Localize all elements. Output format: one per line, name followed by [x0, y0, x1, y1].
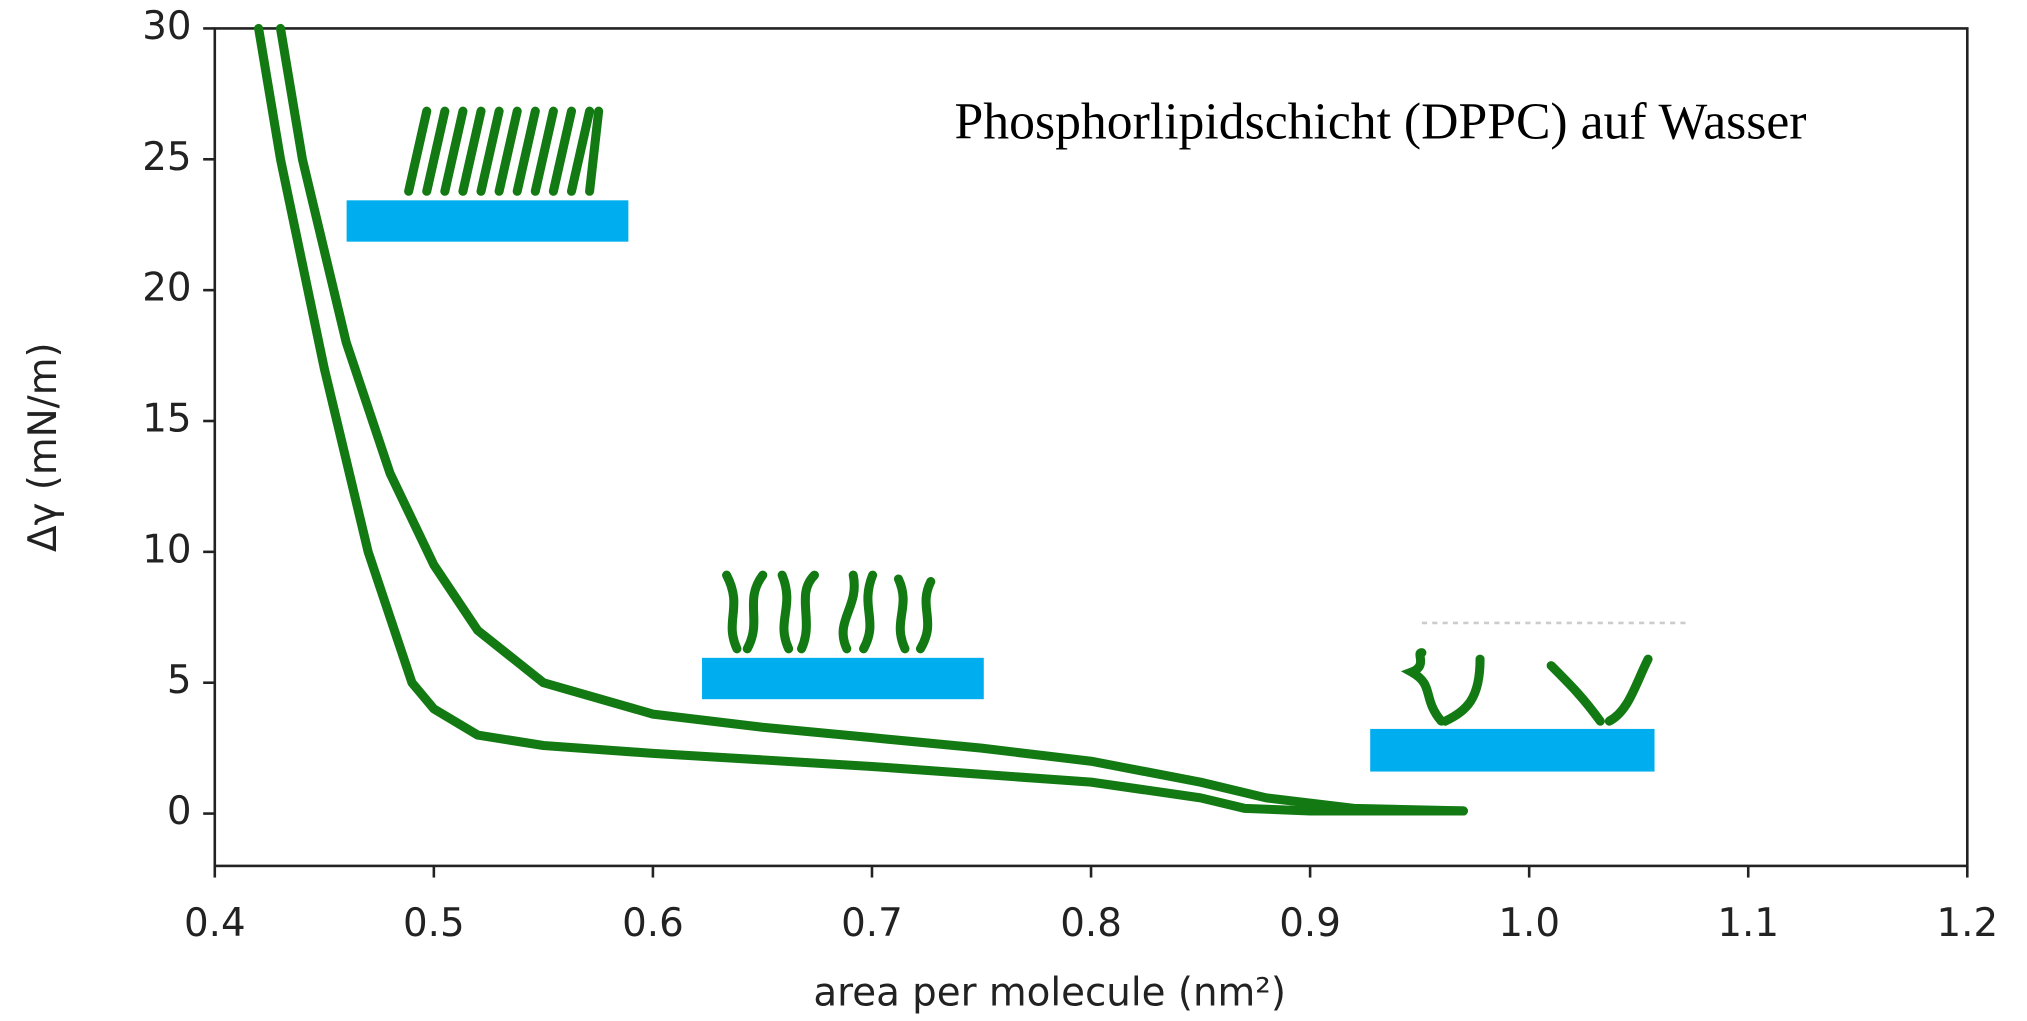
x-tick-label: 0.7 — [841, 901, 903, 946]
y-tick-label: 5 — [167, 658, 192, 703]
x-tick-label: 0.5 — [403, 901, 465, 946]
x-tick-label: 0.4 — [184, 901, 246, 946]
x-tick-label: 1.1 — [1717, 901, 1779, 946]
x-tick-label: 0.9 — [1279, 901, 1341, 946]
y-tick-label: 20 — [142, 266, 191, 311]
y-tick-label: 0 — [167, 789, 192, 834]
x-tick-label: 0.6 — [622, 901, 684, 946]
isotherm-line — [275, 23, 1468, 816]
y-tick-label: 30 — [142, 4, 191, 49]
x-tick-label: 1.0 — [1498, 901, 1560, 946]
x-tick-label: 0.8 — [1060, 901, 1122, 946]
x-axis-label: area per molecule (nm²) — [813, 971, 1286, 1016]
annotation: Phosphorlipidschicht (DPPC) auf Wasser — [955, 94, 1807, 151]
x-tick-label: 1.2 — [1936, 901, 1998, 946]
y-tick-label: 10 — [142, 527, 191, 572]
y-axis-label: Δγ (mN/m) — [21, 342, 66, 552]
y-tick-label: 15 — [142, 397, 191, 442]
isotherm-line — [254, 23, 1468, 816]
molecule-illustrations — [346, 106, 1655, 772]
y-tick-label: 25 — [142, 135, 191, 180]
